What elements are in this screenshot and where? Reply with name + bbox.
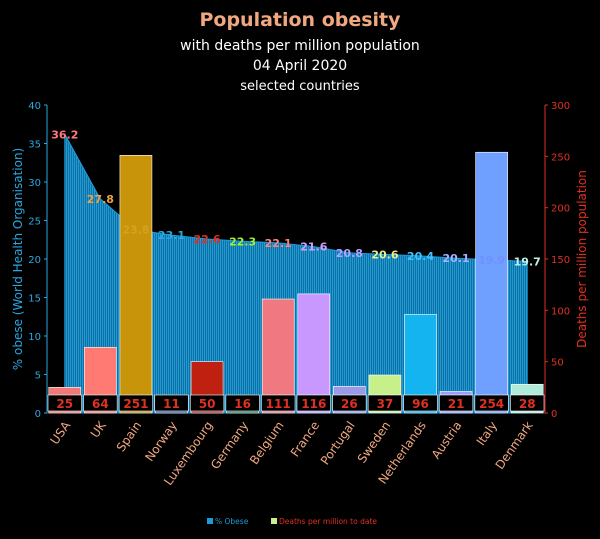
obese-data-label: 36.2 [51, 128, 78, 141]
y2-tick-label: 50 [551, 358, 564, 369]
deaths-data-label: 116 [301, 397, 326, 411]
deaths-bar [297, 293, 331, 414]
deaths-data-label: 28 [519, 397, 536, 411]
deaths-label-box [367, 394, 403, 412]
y-axis-label: % obese (World Health Organisation) [11, 148, 25, 370]
deaths-data-label: 96 [412, 397, 429, 411]
y-tick-label: 35 [28, 140, 41, 151]
deaths-data-label: 50 [199, 397, 216, 411]
y2-axis-label: Deaths per million population [575, 170, 589, 348]
chart-title: Population obesity [199, 9, 401, 31]
deaths-data-label: 21 [448, 397, 465, 411]
obese-data-label: 19.9 [478, 254, 505, 267]
deaths-label-box [189, 394, 225, 412]
obese-data-label: 20.8 [336, 247, 363, 260]
deaths-label-box [296, 394, 331, 412]
x-category-label: Italy [474, 419, 500, 448]
deaths-data-label: 37 [377, 397, 394, 411]
legend-label-obese: % Obese [215, 517, 249, 526]
deaths-data-label: 64 [92, 397, 109, 411]
y2-tick-label: 0 [551, 409, 557, 420]
obese-data-label: 22.3 [229, 235, 256, 248]
deaths-data-label: 16 [234, 397, 251, 411]
y-tick-label: 0 [35, 409, 41, 420]
x-category-label: France [288, 419, 322, 460]
deaths-bar [119, 155, 153, 414]
obese-data-label: 20.1 [443, 252, 470, 265]
y2-axis-ticks: 0 50 100 150 200 250 300 [545, 101, 570, 420]
obese-data-label: 20.6 [371, 248, 398, 261]
deaths-data-labels: 25 64 251 11 50 16 111 116 26 37 96 21 254 28 [47, 394, 545, 412]
deaths-label-box [261, 394, 296, 412]
deaths-label-box [154, 394, 189, 412]
y-tick-label: 15 [28, 294, 41, 305]
legend-swatch-obese [207, 518, 213, 524]
y2-tick-label: 300 [551, 101, 570, 112]
deaths-label-box [403, 394, 438, 412]
y2-tick-label: 150 [551, 255, 570, 266]
deaths-data-label: 254 [479, 397, 504, 411]
obese-data-label: 22.1 [265, 237, 292, 250]
y-axis-ticks: 0 5 10 15 20 25 30 35 40 [28, 101, 47, 420]
deaths-label-box [118, 394, 154, 412]
deaths-data-label: 26 [341, 397, 358, 411]
deaths-label-box [83, 394, 118, 412]
x-category-label: USA [48, 418, 74, 447]
x-category-label: Austria [429, 419, 465, 462]
y-tick-label: 25 [28, 217, 41, 228]
deaths-label-box [225, 394, 260, 412]
deaths-bar [475, 151, 508, 414]
deaths-label-box [438, 394, 474, 412]
y-tick-label: 20 [28, 255, 41, 266]
deaths-bar [261, 298, 295, 414]
obese-data-label: 22.6 [194, 233, 221, 246]
deaths-label-box [474, 394, 509, 412]
x-category-label: Belgium [247, 419, 287, 467]
y-tick-label: 30 [28, 178, 41, 189]
obese-data-labels: 36.2 27.8 23.8 23.1 22.6 22.3 22.1 21.6 20.8 20.6… [51, 128, 541, 268]
y2-tick-label: 200 [551, 204, 570, 215]
obese-data-label: 23.8 [122, 224, 149, 237]
obese-data-label: 20.4 [407, 250, 434, 263]
x-category-label: Portugal [318, 419, 358, 468]
deaths-data-label: 251 [123, 397, 148, 411]
y-tick-label: 10 [28, 332, 41, 343]
y-tick-label: 5 [35, 371, 41, 382]
deaths-label-box [47, 394, 82, 412]
obese-data-label: 19.7 [514, 255, 541, 268]
legend-label-deaths: Deaths per million to date [279, 517, 377, 526]
x-category-label: Spain [114, 419, 145, 454]
deaths-data-label: 111 [266, 397, 291, 411]
deaths-label-box [510, 394, 545, 412]
deaths-data-label: 11 [163, 397, 180, 411]
x-category-label: Norway [142, 419, 180, 464]
x-category-label: UK [88, 418, 110, 441]
legend-swatch-deaths [271, 518, 277, 524]
obese-data-label: 23.1 [158, 229, 185, 242]
chart-subtitle-3: selected countries [240, 79, 360, 94]
y2-tick-label: 250 [551, 152, 570, 163]
deaths-data-label: 25 [56, 397, 73, 411]
legend: % Obese Deaths per million to date [207, 517, 377, 526]
x-axis-category-labels: USA UK SpainNorwayLuxembourgGermanyBelgium… [48, 418, 536, 488]
obese-data-label: 21.6 [300, 241, 327, 254]
deaths-label-box [332, 394, 367, 412]
x-category-label: Sweden [355, 419, 394, 466]
y-tick-label: 40 [28, 101, 41, 112]
chart-subtitle-1: with deaths per million population [180, 38, 420, 54]
chart-subtitle-2: 04 April 2020 [253, 58, 347, 74]
y2-tick-label: 100 [551, 306, 570, 317]
obese-data-label: 27.8 [87, 193, 114, 206]
